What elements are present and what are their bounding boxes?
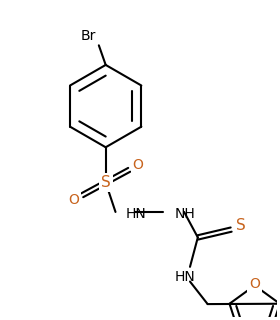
- Text: NH: NH: [174, 207, 195, 221]
- Text: O: O: [68, 193, 79, 207]
- Text: Br: Br: [80, 28, 96, 43]
- Text: S: S: [101, 175, 111, 190]
- Text: HN: HN: [125, 207, 146, 221]
- Text: HN: HN: [175, 270, 195, 284]
- Text: S: S: [236, 218, 246, 233]
- Text: O: O: [249, 277, 260, 292]
- Text: O: O: [133, 158, 143, 172]
